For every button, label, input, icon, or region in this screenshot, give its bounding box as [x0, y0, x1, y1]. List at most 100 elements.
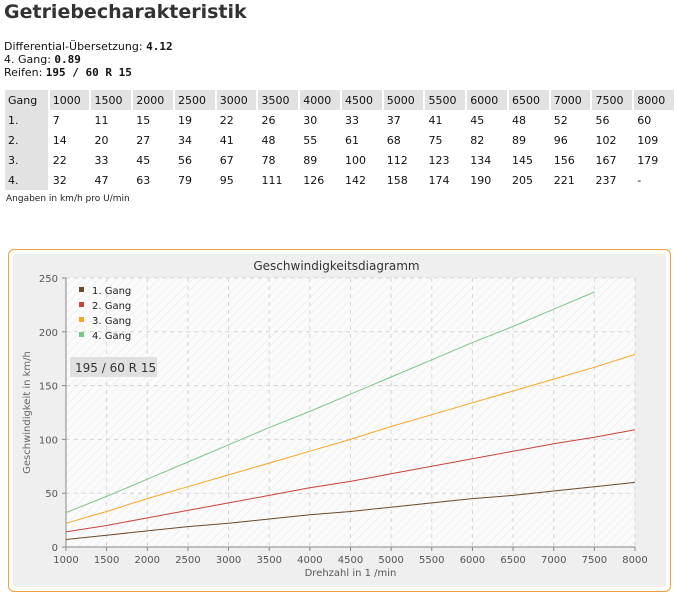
table-cell: 134 — [470, 153, 492, 167]
header-rpm: 1500 — [91, 90, 132, 110]
table-cell: 26 — [261, 113, 276, 127]
table-cell: 45 — [136, 153, 151, 167]
y-tick-label: 100 — [39, 435, 58, 446]
table-cell: 158 — [386, 173, 408, 187]
y-tick-label: 50 — [45, 489, 58, 500]
header-rpm: 4500 — [341, 90, 382, 110]
legend-marker — [79, 332, 84, 337]
table-cell: 89 — [303, 153, 318, 167]
legend-marker — [79, 317, 84, 322]
x-tick-label: 2000 — [135, 555, 160, 566]
table-cell: 205 — [511, 173, 533, 187]
chart-panel: Geschwindigkeitsdiagramm 1000 1500 2000 2500… — [8, 249, 671, 592]
x-tick-label: 1500 — [94, 555, 119, 566]
tire-value: 195 / 60 R 15 — [45, 66, 132, 79]
table-cell: 167 — [595, 153, 617, 167]
table-cell: 179 — [637, 153, 659, 167]
table-cell: 111 — [261, 173, 283, 187]
table-cell: 41 — [219, 133, 234, 147]
table-cell: 56 — [595, 113, 610, 127]
header-rpm: 5500 — [425, 90, 466, 110]
table-cell: 79 — [177, 173, 192, 187]
gear-line: 4. Gang: 0.89 — [4, 53, 173, 66]
table-cell: 45 — [470, 113, 485, 127]
table-cell: 174 — [428, 173, 450, 187]
table-cell: 55 — [303, 133, 318, 147]
y-tick-label: 250 — [39, 274, 58, 285]
table-cell: 11 — [94, 113, 109, 127]
table-cell: 75 — [428, 133, 443, 147]
x-tick-label: 7500 — [582, 555, 607, 566]
table-cell: 190 — [470, 173, 492, 187]
row-label: 1. — [5, 110, 48, 130]
header-rpm: 5000 — [383, 90, 424, 110]
x-axis-label: Drehzahl in 1 /min — [305, 568, 397, 579]
x-tick-label: 4000 — [297, 555, 322, 566]
tire-annotation: 195 / 60 R 15 — [75, 361, 156, 375]
header-rpm: 1000 — [49, 90, 90, 110]
table-cell: 95 — [219, 173, 234, 187]
table-cell: 61 — [344, 133, 359, 147]
table-cell: 142 — [344, 173, 366, 187]
legend-entry: 2. Gang — [92, 301, 131, 312]
header-rpm: 2500 — [174, 90, 215, 110]
x-tick-label: 7000 — [541, 555, 566, 566]
header-rpm: 7000 — [550, 90, 591, 110]
table-cell: 68 — [386, 133, 401, 147]
header-rpm: 2000 — [133, 90, 173, 110]
table-row: 3. 22 33 45 56 67 78 89 100 112 123 134 145 156 167 179 — [5, 150, 674, 170]
legend-entry: 4. Gang — [92, 331, 131, 342]
tire-label: Reifen: — [4, 66, 43, 79]
table-cell: 82 — [470, 133, 485, 147]
x-tick-label: 8000 — [622, 555, 647, 566]
header-rpm: 3000 — [216, 90, 257, 110]
x-tick-label: 5500 — [419, 555, 444, 566]
tire-annotation-box — [70, 357, 157, 377]
table-cell: 112 — [386, 153, 408, 167]
table-cell: 7 — [52, 113, 60, 127]
row-label: 2. — [5, 130, 48, 150]
row-label: 3. — [5, 150, 48, 170]
table-cell: 47 — [94, 173, 109, 187]
y-tick-label: 200 — [39, 328, 58, 339]
legend-marker — [79, 287, 84, 292]
table-cell: 123 — [428, 153, 450, 167]
x-tick-label: 1000 — [53, 555, 78, 566]
table-cell: 33 — [344, 113, 359, 127]
table-cell: 33 — [94, 153, 109, 167]
gear-value: 0.89 — [54, 53, 81, 66]
series-line-2 — [65, 429, 636, 533]
x-tick-label: 2500 — [175, 555, 200, 566]
y-tick-label: 0 — [52, 543, 58, 554]
table-cell: 63 — [136, 173, 151, 187]
table-cell: 14 — [52, 133, 67, 147]
table-cell: 37 — [386, 113, 401, 127]
chart-title: Geschwindigkeitsdiagramm — [253, 259, 419, 273]
table-note: Angaben in km/h pro U/min — [6, 194, 130, 204]
legend-entry: 3. Gang — [92, 316, 131, 327]
x-tick-label: 5000 — [378, 555, 403, 566]
table-cell: 48 — [261, 133, 276, 147]
table-cell: 237 — [595, 173, 617, 187]
table-cell: 19 — [177, 113, 192, 127]
header-rpm: 8000 — [634, 90, 674, 110]
differential-label: Differential-Übersetzung: — [4, 40, 143, 53]
header-rpm: 3500 — [258, 90, 299, 110]
differential-value: 4.12 — [146, 40, 173, 53]
y-tick-label: 150 — [39, 382, 58, 393]
table-cell: 60 — [637, 113, 652, 127]
row-label: 4. — [5, 170, 48, 190]
table-cell: 27 — [136, 133, 151, 147]
table-cell: 67 — [219, 153, 234, 167]
gear-label: 4. Gang: — [4, 53, 51, 66]
legend-marker — [79, 302, 84, 307]
table-cell: 22 — [52, 153, 67, 167]
x-tick-label: 4500 — [338, 555, 363, 566]
series-line-1 — [65, 481, 636, 540]
table-cell: 156 — [553, 153, 575, 167]
header-rpm: 6500 — [508, 90, 549, 110]
x-tick-label: 3500 — [256, 555, 281, 566]
table-cell: 56 — [177, 153, 192, 167]
x-tick-label: 6000 — [460, 555, 485, 566]
differential-line: Differential-Übersetzung: 4.12 — [4, 40, 173, 53]
